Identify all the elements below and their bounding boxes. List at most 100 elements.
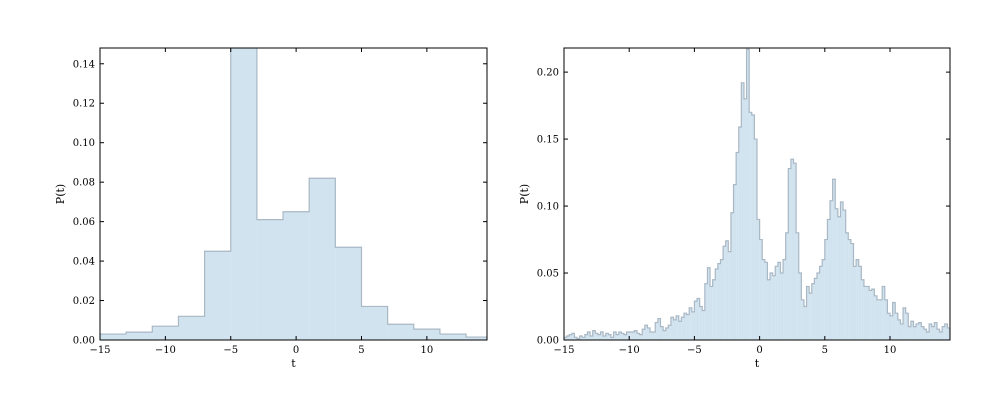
histogram-bar bbox=[929, 323, 932, 340]
histogram-bar bbox=[994, 332, 997, 340]
histogram-bar bbox=[801, 299, 804, 340]
histogram-bar bbox=[733, 184, 737, 340]
histogram-bar bbox=[910, 321, 914, 340]
histogram-bar bbox=[256, 219, 284, 340]
y-tick-label: 0.10 bbox=[537, 202, 559, 213]
y-tick-label: 0.02 bbox=[73, 296, 95, 307]
histogram-bar bbox=[152, 326, 179, 340]
histogram-bar bbox=[822, 259, 825, 340]
histogram-bar bbox=[827, 219, 831, 340]
y-axis-label: P(t) bbox=[54, 184, 67, 204]
histogram-bar bbox=[953, 323, 956, 340]
y-tick-label: 0.00 bbox=[73, 336, 95, 347]
histogram-bar bbox=[639, 334, 643, 340]
x-axis-label: t bbox=[755, 357, 760, 370]
histogram-bar bbox=[976, 329, 979, 340]
histogram-bar bbox=[981, 333, 984, 340]
histogram-bar bbox=[610, 337, 614, 340]
histogram-bar bbox=[683, 313, 687, 340]
x-axis-label: t bbox=[291, 357, 296, 370]
y-tick-label: 0.00 bbox=[537, 336, 559, 347]
histogram-bar bbox=[811, 283, 815, 340]
histogram-bar bbox=[686, 314, 690, 340]
histogram-bar bbox=[762, 259, 765, 340]
histogram-bar bbox=[837, 216, 841, 340]
histogram-bar bbox=[824, 239, 828, 340]
histogram-bar bbox=[660, 326, 664, 340]
histogram-bar bbox=[966, 333, 969, 340]
histogram-bar bbox=[798, 273, 802, 340]
histogram-bar bbox=[626, 331, 630, 340]
histogram-bar bbox=[921, 326, 924, 340]
histogram-bar bbox=[772, 275, 776, 340]
histogram-bar bbox=[710, 286, 713, 340]
histogram-bar bbox=[715, 269, 718, 340]
histogram-bar bbox=[908, 326, 911, 340]
histogram-bar bbox=[788, 168, 791, 340]
histogram-bar bbox=[816, 273, 820, 340]
histogram-bar bbox=[678, 321, 682, 340]
y-axis-label: P(t) bbox=[518, 184, 531, 204]
histogram-bar bbox=[963, 324, 966, 340]
histogram-bar bbox=[704, 283, 708, 340]
histogram-bar bbox=[618, 331, 622, 340]
histogram-bar bbox=[931, 326, 935, 340]
histogram-bar bbox=[676, 315, 679, 340]
histogram-bar bbox=[655, 322, 658, 340]
histogram-bar bbox=[947, 327, 950, 340]
histogram-bar bbox=[725, 240, 729, 340]
histogram-bar bbox=[895, 313, 898, 340]
histogram-bar bbox=[916, 323, 919, 340]
histogram-panel-left: −15 −10 −5 0 5 10 0.00 0.02 0.04 0.06 0.08 0.10 0.12… bbox=[54, 47, 488, 370]
histogram-bar bbox=[913, 326, 917, 340]
histogram-bar bbox=[597, 334, 601, 340]
histogram-bar bbox=[642, 329, 645, 340]
histogram-bar bbox=[934, 322, 937, 340]
histogram-bar bbox=[918, 322, 922, 340]
histogram-bar bbox=[850, 243, 854, 340]
histogram-bar bbox=[608, 334, 611, 340]
histogram-bar bbox=[790, 159, 794, 340]
histogram-bar bbox=[657, 318, 661, 340]
histogram-bar bbox=[939, 331, 943, 340]
histogram-bar bbox=[856, 259, 859, 340]
histogram-bar bbox=[681, 317, 684, 340]
histogram-bar bbox=[783, 259, 786, 340]
histogram-bar bbox=[780, 273, 784, 340]
histogram-bar bbox=[652, 331, 656, 340]
x-tick-label: 10 bbox=[420, 345, 433, 356]
histogram-bar bbox=[637, 333, 640, 340]
histogram-bar bbox=[699, 306, 703, 340]
histogram-bar bbox=[871, 289, 875, 340]
y-tick-label: 0.14 bbox=[73, 59, 95, 70]
histogram-bar bbox=[600, 331, 604, 340]
histogram-bar bbox=[923, 329, 927, 340]
histogram-bar bbox=[960, 328, 963, 340]
histogram-bar bbox=[178, 316, 205, 340]
histogram-bar bbox=[746, 49, 750, 340]
y-tick-label: 0.20 bbox=[537, 68, 559, 79]
y-tick-label: 0.10 bbox=[73, 138, 95, 149]
histogram-bar bbox=[361, 306, 388, 340]
y-tick-label: 0.04 bbox=[73, 257, 95, 268]
x-tick-label: 0 bbox=[293, 345, 299, 356]
histogram-bar bbox=[466, 337, 487, 340]
histogram-bar bbox=[759, 239, 763, 340]
histogram-bar bbox=[992, 331, 995, 340]
histogram-bar bbox=[926, 331, 930, 340]
histogram-bar bbox=[663, 330, 666, 340]
histogram-bar bbox=[587, 331, 591, 340]
histogram-bar bbox=[775, 266, 778, 340]
histogram-bar bbox=[566, 335, 570, 340]
histogram-bar bbox=[840, 202, 844, 340]
histogram-bar bbox=[819, 266, 823, 340]
histogram-bar bbox=[770, 273, 773, 340]
histogram-bar bbox=[650, 331, 653, 340]
histogram-bar bbox=[863, 286, 867, 340]
histogram-bar bbox=[900, 323, 904, 340]
histogram-bar bbox=[830, 200, 833, 340]
histogram-bar bbox=[616, 334, 619, 340]
histogram-bar bbox=[835, 208, 838, 340]
histogram-bar bbox=[942, 326, 945, 340]
histogram-bar bbox=[987, 336, 990, 340]
